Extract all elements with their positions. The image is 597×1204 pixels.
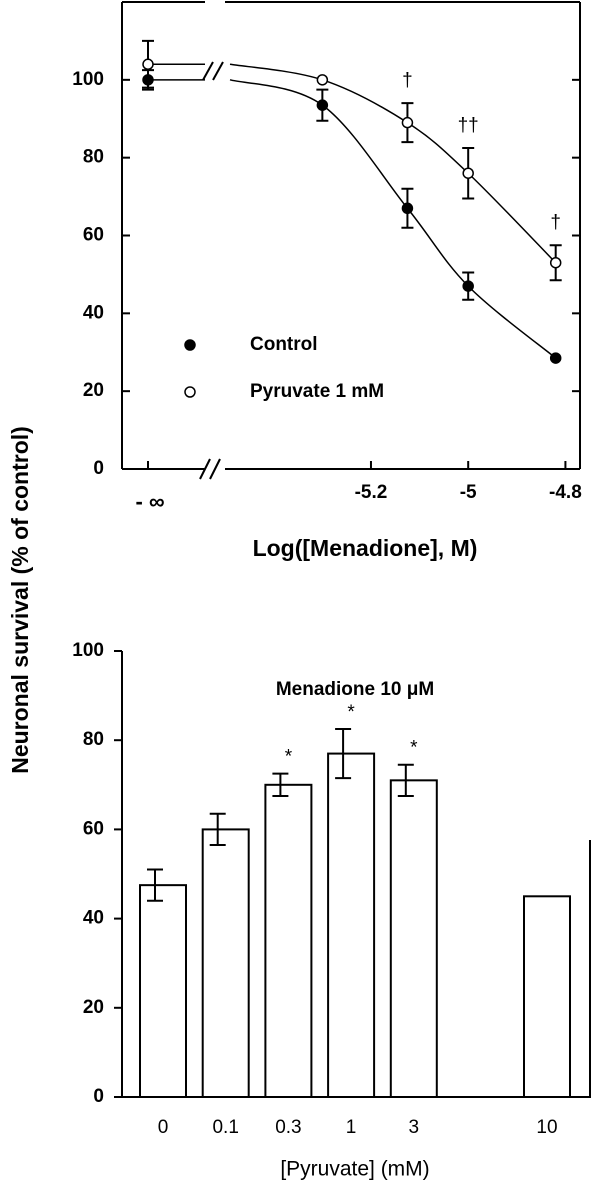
annotation: † — [550, 212, 561, 233]
x-axis-label: [Pyruvate] (mM) — [280, 1158, 429, 1181]
x-axis-label: Log([Menadione], M) — [253, 535, 478, 561]
y-tick-label: 40 — [83, 302, 104, 323]
annotation: †† — [458, 115, 479, 136]
x-tick-label: 3 — [409, 1117, 420, 1138]
x-tick-label: -5 — [460, 482, 477, 503]
error-bar — [272, 772, 289, 797]
y-tick-label: 80 — [83, 729, 104, 750]
y-tick-label: 20 — [83, 997, 104, 1018]
y-tick-label: 0 — [93, 458, 104, 479]
y-tick-label: 40 — [83, 908, 104, 929]
legend-label: Pyruvate 1 mM — [250, 381, 384, 402]
data-point — [142, 58, 154, 71]
legend-marker — [184, 386, 196, 398]
curve-break — [202, 61, 214, 81]
error-bar — [397, 763, 414, 797]
curve-break — [212, 61, 224, 81]
y-tick-label: 20 — [83, 380, 104, 401]
annotation: † — [402, 70, 413, 91]
chart-title: Menadione 10 μM — [276, 679, 434, 700]
x-tick-label: 0.3 — [275, 1117, 301, 1138]
x-tick-label: 10 — [536, 1117, 557, 1138]
bar — [201, 828, 250, 1099]
data-point — [401, 116, 414, 129]
annotation: * — [347, 702, 355, 723]
bar — [264, 783, 313, 1098]
fit-curve — [148, 79, 557, 359]
bar — [139, 884, 187, 1099]
annotation: * — [285, 747, 293, 768]
data-point — [549, 352, 562, 364]
axis-break — [199, 458, 211, 480]
error-bar — [335, 728, 352, 780]
data-point — [401, 202, 414, 215]
bar — [523, 895, 571, 1098]
x-tick-label: 0.1 — [212, 1117, 238, 1138]
data-point — [549, 256, 562, 269]
data-point — [462, 280, 474, 292]
axis-break — [209, 458, 221, 480]
x-tick-label: -4.8 — [549, 482, 582, 503]
y-tick-label: 80 — [83, 147, 104, 168]
data-point — [462, 167, 474, 179]
legend-marker — [184, 339, 196, 351]
legend-label: Control — [250, 334, 318, 355]
x-tick-label: 0 — [158, 1117, 169, 1138]
error-bar — [209, 812, 226, 847]
x-tick-label: - ∞ — [135, 489, 164, 514]
y-tick-label: 100 — [72, 640, 104, 661]
error-bar — [147, 868, 163, 902]
x-tick-label: 1 — [346, 1117, 357, 1138]
fit-curve — [148, 63, 557, 264]
y-tick-label: 60 — [83, 818, 104, 839]
data-point — [316, 74, 329, 86]
data-point — [316, 99, 329, 111]
y-axis-label: Neuronal survival (% of control) — [7, 426, 33, 774]
annotation: * — [410, 738, 418, 759]
y-tick-label: 0 — [93, 1086, 104, 1107]
bar — [389, 779, 438, 1099]
y-tick-label: 100 — [72, 69, 104, 90]
y-tick-label: 60 — [83, 225, 104, 246]
x-tick-label: -5.2 — [355, 482, 388, 503]
bar — [327, 752, 376, 1099]
